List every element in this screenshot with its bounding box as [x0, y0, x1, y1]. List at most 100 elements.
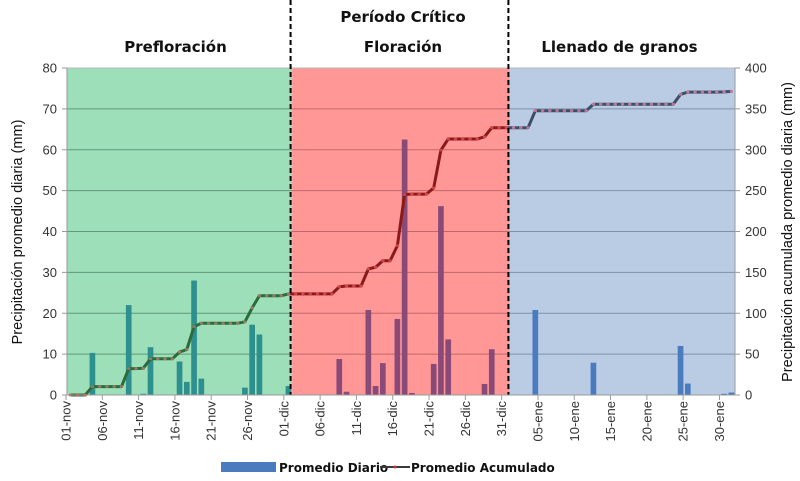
cumulative-point	[206, 322, 211, 325]
y-left-tick-label: 10	[43, 347, 57, 362]
y-left-tick-label: 0	[50, 388, 57, 403]
bar-daily	[721, 393, 727, 395]
cumulative-point	[548, 109, 552, 112]
y-axis-right-label: Precipitación acumulada promedio diaria …	[780, 82, 796, 382]
cumulative-point	[156, 357, 160, 360]
cumulative-point	[294, 292, 298, 296]
cumulative-point	[504, 126, 508, 129]
cumulative-point	[446, 137, 450, 141]
cumulative-point	[330, 292, 334, 296]
cumulative-point	[410, 192, 414, 196]
cumulative-point	[490, 126, 494, 129]
bar-daily	[365, 309, 372, 395]
cumulative-line	[69, 89, 733, 397]
cumulative-point	[236, 322, 240, 325]
y-right-tick-label: 350	[745, 101, 767, 116]
cumulative-point	[519, 126, 523, 129]
cumulative-point	[555, 109, 559, 112]
cumulative-point	[214, 322, 218, 325]
cumulative-point	[461, 137, 465, 141]
bar-daily	[677, 345, 684, 395]
cumulative-point	[185, 348, 189, 351]
bar-daily	[125, 305, 132, 395]
x-tick-label: 11-dic	[349, 401, 364, 436]
cumulative-point	[279, 294, 283, 297]
cumulative-point	[388, 259, 392, 263]
y-right-tick-label: 150	[745, 265, 767, 280]
y-right-tick-label: 200	[745, 224, 767, 239]
cumulative-point	[599, 103, 603, 106]
cumulative-point	[344, 284, 349, 288]
x-tick-label: 26-nov	[240, 401, 255, 441]
cumulative-point	[323, 292, 327, 296]
cumulative-point	[301, 292, 305, 296]
cumulative-point	[642, 103, 646, 106]
cumulative-point	[359, 284, 363, 288]
cumulative-point	[540, 109, 545, 112]
cumulative-point	[352, 284, 356, 288]
x-tick-label: 31-dic	[494, 401, 509, 437]
x-tick-label: 21-dic	[422, 401, 437, 437]
bar-daily	[191, 280, 197, 395]
cumulative-point	[272, 294, 276, 297]
bar-daily	[285, 386, 292, 395]
cumulative-point	[722, 90, 726, 94]
cumulative-point	[199, 322, 203, 325]
cumulative-point	[112, 385, 116, 388]
cumulative-point	[700, 90, 704, 94]
legend-line-label: Promedio Acumulado	[411, 461, 555, 475]
cumulative-point	[366, 267, 370, 271]
bar-daily	[256, 334, 263, 395]
daily-bars	[89, 139, 735, 395]
cumulative-point	[570, 109, 574, 112]
cumulative-point	[119, 385, 124, 388]
y-left-tick-label: 80	[43, 61, 57, 76]
cumulative-point	[497, 126, 501, 129]
bar-daily	[147, 347, 154, 395]
x-tick-label: 26-dic	[458, 401, 473, 437]
cumulative-point	[635, 103, 639, 106]
cumulative-point	[439, 148, 443, 152]
bar-daily	[372, 386, 379, 395]
bar-daily	[183, 381, 190, 395]
bar-daily	[445, 339, 452, 395]
cumulative-point	[192, 325, 196, 328]
cumulative-point	[649, 103, 654, 106]
cumulative-point	[511, 126, 516, 129]
bar-daily	[336, 359, 343, 395]
bar-daily	[488, 349, 495, 395]
cumulative-point	[606, 103, 610, 106]
x-tick-label: 16-dic	[385, 401, 400, 437]
cumulative-point	[591, 103, 596, 106]
x-tick-label: 06-dic	[313, 401, 328, 437]
x-tick-label: 01-nov	[59, 401, 74, 441]
phase-titles: Prefloración Período Crítico Floración Llen…	[124, 8, 697, 56]
cumulative-point	[657, 103, 661, 106]
cumulative-point	[373, 266, 378, 269]
y-right-tick-label: 100	[745, 306, 767, 321]
cumulative-point	[482, 135, 487, 139]
cumulative-point	[664, 103, 668, 106]
y-left-tick-label: 50	[43, 183, 57, 198]
cumulative-point	[286, 292, 291, 296]
cumulative-point	[134, 367, 138, 370]
bar-daily	[438, 206, 444, 395]
x-tick-label: 30-ene	[712, 401, 727, 441]
cumulative-point	[163, 357, 167, 360]
y-left-tick-label: 20	[43, 306, 57, 321]
cumulative-point	[424, 192, 429, 196]
bar-daily	[728, 392, 735, 395]
cumulative-point	[707, 90, 712, 94]
cumulative-point	[678, 93, 683, 96]
x-tick-label: 01-dic	[276, 401, 291, 437]
phase-dividers	[289, 0, 510, 395]
phase-title-floracion: Floración	[364, 38, 442, 56]
cumulative-point	[381, 259, 385, 263]
cumulative-point	[628, 103, 632, 106]
cumulative-point	[453, 137, 458, 141]
cumulative-point	[141, 367, 145, 370]
cumulative-point	[250, 306, 254, 309]
bar-daily	[481, 383, 488, 395]
cumulative-point	[577, 109, 581, 112]
